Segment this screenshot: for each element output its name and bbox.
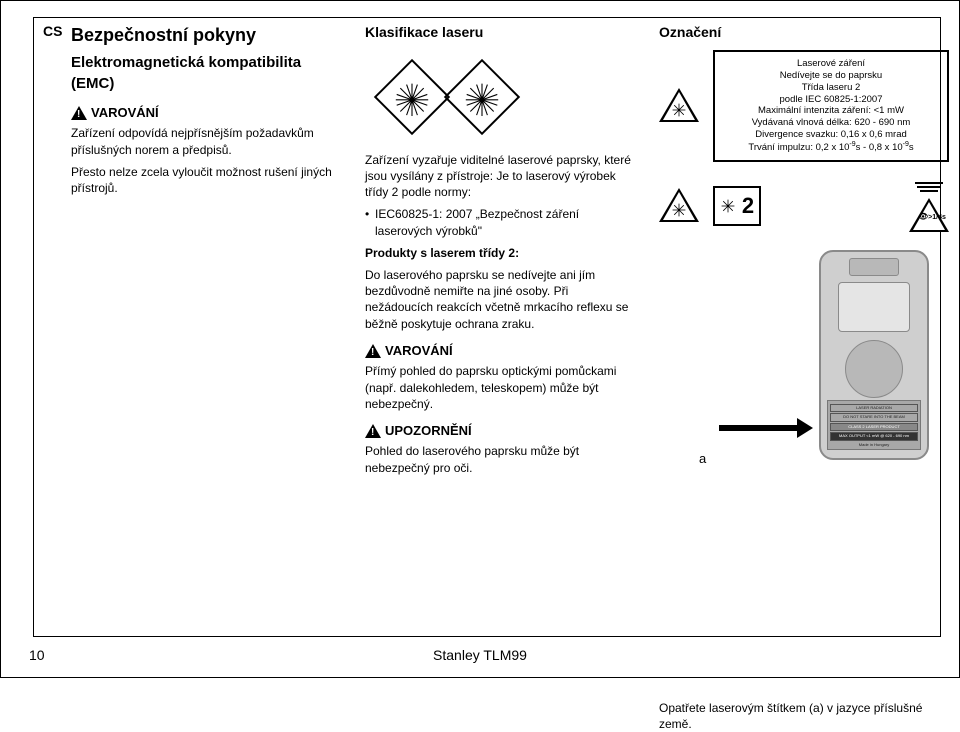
laser-diamond-1 <box>374 59 450 135</box>
device-emitter <box>849 258 899 276</box>
marking-caption: Opatřete laserovým štítkem (a) v jazyce … <box>659 700 949 732</box>
label-l6: Vydávaná vlnová délka: 620 - 690 nm <box>723 117 939 129</box>
pointer-label-a: a <box>699 450 706 468</box>
class-number: 2 <box>742 191 754 221</box>
warning-icon <box>365 424 381 438</box>
laser-diamond-2 <box>444 59 520 135</box>
blink-duration: 👁>1/4s <box>918 212 946 223</box>
warning-label: VAROVÁNÍ <box>91 104 159 122</box>
device-screen <box>838 282 910 332</box>
laser-class-heading: Klasifikace laseru <box>365 23 635 42</box>
column-3: Označení <box>659 23 949 732</box>
laser-warning-triangle <box>659 88 699 124</box>
col2-warn2-text: Pohled do laserového paprsku může být ne… <box>365 443 635 475</box>
laser-burst-icon <box>671 102 687 118</box>
laser-warning-triangle <box>659 188 699 224</box>
col2-para2: Do laserového paprsku se nedívejte ani j… <box>365 267 635 332</box>
plate-l4: MAX OUTPUT <1 mW @ 620 - 690 nm <box>830 432 918 440</box>
col2-bullet1: IEC60825-1: 2007 „Bezpečnost záření lase… <box>365 206 635 238</box>
equivalence-icon <box>915 178 943 192</box>
class-2-box: 2 <box>713 186 761 226</box>
laser-burst-icon <box>671 202 687 218</box>
col2-warn1-text: Přímý pohled do paprsku optickými pomůck… <box>365 363 635 412</box>
label-l4: podle IEC 60825-1:2007 <box>723 94 939 106</box>
marking-heading: Označení <box>659 23 949 42</box>
laser-burst-icon <box>464 82 500 118</box>
page-number: 10 <box>29 647 45 663</box>
plate-l2: DO NOT STARE INTO THE BEAM <box>830 413 918 421</box>
col1-para2: Přesto nelze zcela vyloučit možnost ruše… <box>71 164 341 196</box>
emc-heading: Elektromagnetická kompatibilita (EMC) <box>71 53 341 94</box>
marking-row-2: 2 👁>1/4s <box>659 178 949 234</box>
device-body: LASER RADIATION DO NOT STARE INTO THE BE… <box>819 250 929 460</box>
page-frame: CS Bezpečnostní pokyny Elektromagnetická… <box>0 0 960 678</box>
content-columns: Bezpečnostní pokyny Elektromagnetická ko… <box>71 23 929 732</box>
label-l8: Trvání impulzu: 0,2 x 10-9s - 0,8 x 10-9… <box>723 141 939 154</box>
col2-bold-line: Produkty s laserem třídy 2: <box>365 245 635 261</box>
marking-row-1: Laserové záření Nedívejte se do paprsku … <box>659 50 949 162</box>
footer-product-name: Stanley TLM99 <box>433 647 527 663</box>
laser-diamond-figure <box>365 52 535 142</box>
warning-icon <box>365 344 381 358</box>
laser-burst-icon <box>394 82 430 118</box>
label-l3: Třída laseru 2 <box>723 82 939 94</box>
column-2: Klasifikace laseru <box>365 23 635 732</box>
blink-triangle: 👁>1/4s <box>909 198 949 234</box>
label-l1: Laserové záření <box>723 58 939 70</box>
warning-icon <box>71 106 87 120</box>
col2-para1: Zařízení vyzařuje viditelné laserové pap… <box>365 152 635 201</box>
label-l5: Maximální intenzita záření: <1 mW <box>723 105 939 117</box>
laser-burst-icon <box>720 198 736 214</box>
plate-l1: LASER RADIATION <box>830 404 918 412</box>
warning-label: VAROVÁNÍ <box>385 342 453 360</box>
warning-row-2: VAROVÁNÍ <box>365 342 635 360</box>
equivalence-group: 👁>1/4s <box>909 178 949 234</box>
device-illustration: LASER RADIATION DO NOT STARE INTO THE BE… <box>659 250 949 470</box>
label-l2: Nedívejte se do paprsku <box>723 70 939 82</box>
caution-label: UPOZORNĚNÍ <box>385 422 472 440</box>
device-label-plate: LASER RADIATION DO NOT STARE INTO THE BE… <box>827 400 921 450</box>
caution-row: UPOZORNĚNÍ <box>365 422 635 440</box>
plate-l3: CLASS 2 LASER PRODUCT <box>830 423 918 431</box>
warning-row: VAROVÁNÍ <box>71 104 341 122</box>
col1-para1: Zařízení odpovídá nejpřísnějším požadavk… <box>71 125 341 157</box>
language-code: CS <box>43 23 62 39</box>
main-heading: Bezpečnostní pokyny <box>71 23 341 47</box>
column-1: Bezpečnostní pokyny Elektromagnetická ko… <box>71 23 341 732</box>
device-keypad <box>845 340 903 398</box>
plate-l5: Made in Hungary <box>830 443 918 447</box>
label-l7: Divergence svazku: 0,16 x 0,6 mrad <box>723 129 939 141</box>
laser-specification-label: Laserové záření Nedívejte se do paprsku … <box>713 50 949 162</box>
